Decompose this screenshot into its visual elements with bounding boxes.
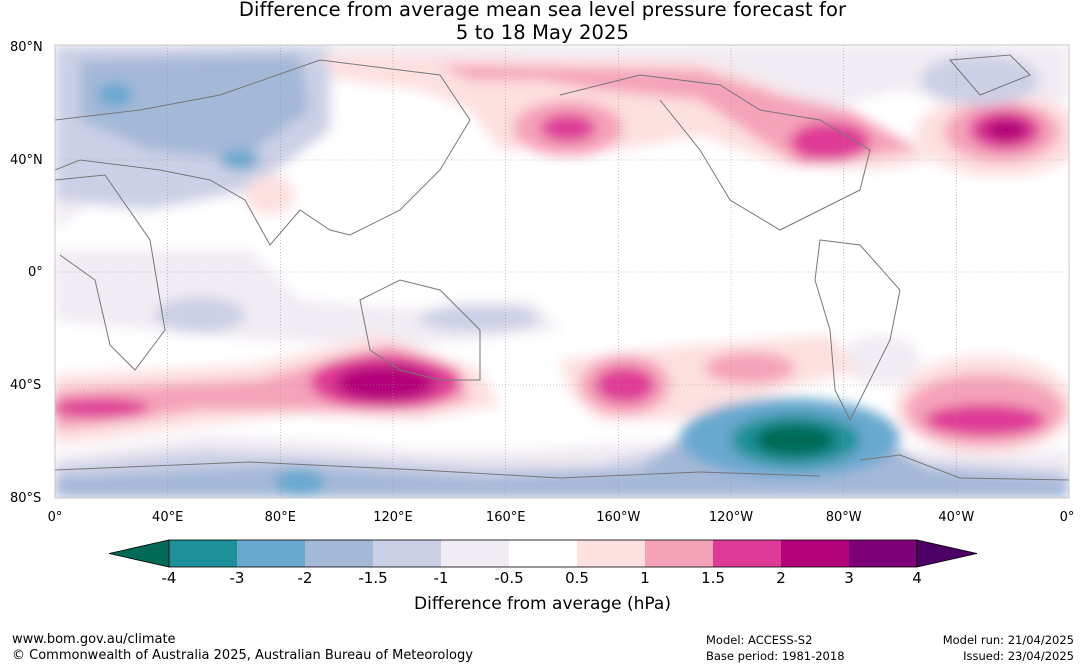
map-title-line-1: Difference from average mean sea level p… xyxy=(238,0,847,21)
colorbar-extend-low xyxy=(108,539,170,568)
colorbar-tick-label: 1 xyxy=(640,569,650,587)
lon-label-80w: 80°W xyxy=(825,510,862,525)
footer-issued: Issued: 23/04/2025 xyxy=(963,649,1074,663)
colorbar xyxy=(108,539,978,568)
lat-label-40n: 40°N xyxy=(10,153,43,168)
lon-label-120e: 120°E xyxy=(373,510,413,525)
colorbar-bin xyxy=(305,540,373,567)
lon-label-80e: 80°E xyxy=(264,510,296,525)
colorbar-bin xyxy=(713,540,781,567)
lat-label-40s: 40°S xyxy=(10,378,42,393)
lat-label-0: 0° xyxy=(28,265,43,280)
footer-base-period: Base period: 1981-2018 xyxy=(706,649,845,663)
graticule xyxy=(55,45,1069,498)
colorbar-tick-label: -0.5 xyxy=(494,569,524,587)
lat-label-80n: 80°N xyxy=(10,40,43,55)
colorbar-tick-label: -4 xyxy=(161,569,177,587)
footer-model: Model: ACCESS-S2 xyxy=(706,633,813,647)
colorbar-extend-high xyxy=(916,539,978,568)
lon-label-160e: 160°E xyxy=(485,510,526,525)
lon-label-120w: 120°W xyxy=(708,510,754,525)
colorbar-frame xyxy=(168,539,918,568)
colorbar-bin xyxy=(441,540,509,567)
footer-url[interactable]: www.bom.gov.au/climate xyxy=(12,632,176,647)
colorbar-bin xyxy=(849,540,917,567)
lon-label-40w: 40°W xyxy=(938,510,975,525)
colorbar-tick-label: 4 xyxy=(912,569,922,587)
map-title-line-2: 5 to 18 May 2025 xyxy=(455,21,630,44)
colorbar-tick-label: -2 xyxy=(297,569,313,587)
colorbar-title: Difference from average (hPa) xyxy=(414,594,671,614)
lon-label-0-left: 0° xyxy=(47,510,63,525)
colorbar-bin xyxy=(237,540,305,567)
colorbar-tick-label: -1.5 xyxy=(358,569,388,587)
lon-label-0-right: 0° xyxy=(1059,510,1075,525)
lon-label-40e: 40°E xyxy=(152,510,184,525)
lon-label-160w: 160°W xyxy=(596,510,641,525)
lat-label-80s: 80°S xyxy=(10,491,42,506)
footer-copyright: © Commonwealth of Australia 2025, Austra… xyxy=(12,648,473,663)
map-frame xyxy=(54,44,1070,499)
colorbar-tick-label: -3 xyxy=(229,569,245,587)
footer-model-run: Model run: 21/04/2025 xyxy=(942,633,1074,647)
colorbar-tick-label: -1 xyxy=(433,569,449,587)
colorbar-tick-label: 0.5 xyxy=(565,569,589,587)
colorbar-tick-label: 2 xyxy=(776,569,786,587)
coastlines xyxy=(55,54,1069,481)
colorbar-bin xyxy=(509,540,577,567)
colorbar-bin xyxy=(577,540,645,567)
colorbar-tick-label: 1.5 xyxy=(701,569,725,587)
anomaly-field xyxy=(55,45,1069,498)
colorbar-bin xyxy=(781,540,849,567)
colorbar-bin xyxy=(645,540,713,567)
colorbar-tick-label: 3 xyxy=(844,569,854,587)
colorbar-bin xyxy=(169,540,237,567)
colorbar-bin xyxy=(373,540,441,567)
